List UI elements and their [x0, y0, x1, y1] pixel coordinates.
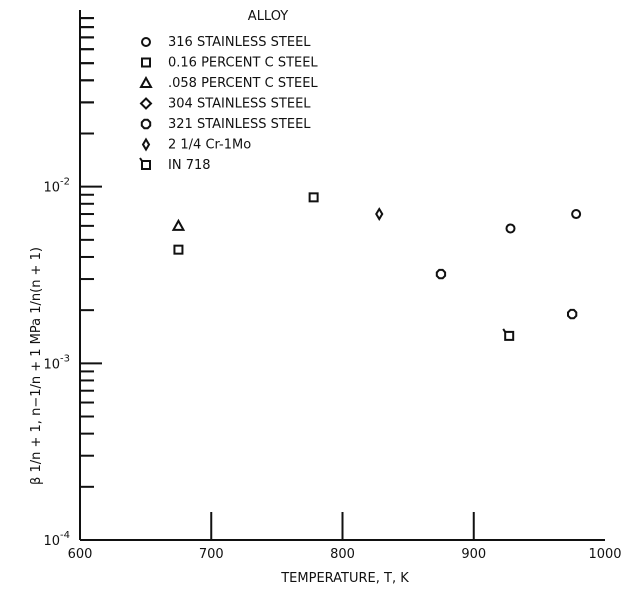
- ticks: 600 700 800 900 1000 10-4 10-3 10-2: [43, 17, 622, 562]
- y-tick-label: 10-3: [43, 353, 70, 372]
- data-point-box: [504, 330, 515, 341]
- y-tick-label: 10-4: [43, 530, 70, 549]
- legend-marker: [140, 118, 152, 130]
- y-tick-label: 10-2: [43, 177, 70, 196]
- legend: ALLOY 316 STAINLESS STEEL 0.16 PERCENT C S…: [139, 9, 318, 173]
- legend-marker: [139, 97, 153, 110]
- legend-entry: IN 718: [168, 158, 211, 173]
- data-point: [571, 209, 582, 220]
- data-point: [502, 328, 515, 341]
- legend-marker: [141, 37, 151, 47]
- data-point: [173, 244, 184, 255]
- data-point: [308, 192, 319, 203]
- data-point: [567, 308, 578, 320]
- legend-entry: 0.16 PERCENT C STEEL: [168, 56, 318, 71]
- legend-entry: .058 PERCENT C STEEL: [168, 76, 318, 91]
- y-axis-label: β 1/n + 1, n−1/n + 1 MPa 1/n(n + 1): [29, 247, 44, 485]
- data-point: [171, 218, 186, 231]
- legend-marker: [141, 137, 151, 152]
- legend-title: ALLOY: [248, 9, 288, 24]
- x-tick-label: 900: [461, 547, 486, 562]
- data-point: [375, 207, 384, 221]
- x-tick-label: 600: [68, 547, 93, 562]
- x-tick-label: 700: [199, 547, 224, 562]
- legend-marker-flag: [139, 157, 143, 162]
- legend-entry: 321 STAINLESS STEEL: [168, 117, 311, 132]
- axes: [79, 10, 605, 541]
- legend-entry: 2 1/4 Cr-1Mo: [168, 138, 251, 153]
- data-point: [505, 223, 516, 234]
- data-marks: [171, 192, 582, 341]
- data-point-flag: [502, 328, 507, 333]
- x-tick-label: 800: [330, 547, 355, 562]
- legend-marker: [141, 57, 151, 68]
- legend-marker: [139, 157, 151, 170]
- legend-marker: [139, 75, 153, 88]
- x-axis-label: TEMPERATURE, T, K: [280, 571, 409, 586]
- data-point: [435, 268, 447, 280]
- legend-marker-box: [141, 160, 151, 170]
- legend-entry: 304 STAINLESS STEEL: [168, 97, 311, 112]
- legend-entry: 316 STAINLESS STEEL: [168, 35, 311, 50]
- x-tick-label: 1000: [588, 547, 621, 562]
